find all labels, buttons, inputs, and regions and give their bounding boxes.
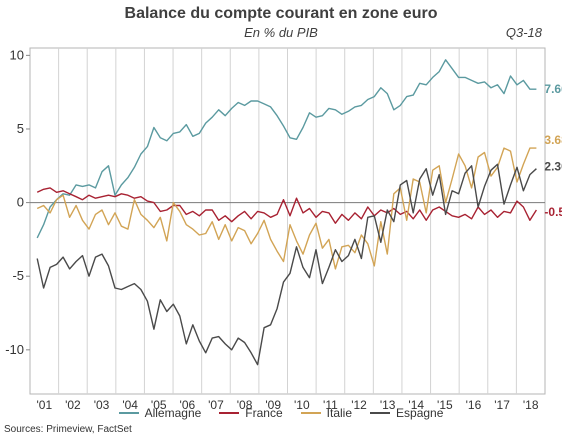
x-tick-label: '04 [122, 398, 138, 412]
legend-item-france: France [219, 406, 283, 420]
chart-legend: Allemagne France Italie Espagne [0, 406, 562, 420]
x-tick-label: '13 [380, 398, 396, 412]
legend-swatch-allemagne [118, 412, 139, 414]
x-tick-label: '02 [65, 398, 81, 412]
x-tick-label: '06 [180, 398, 196, 412]
x-tick-label: '16 [466, 398, 482, 412]
legend-item-espagne: Espagne [370, 406, 443, 420]
legend-label-france: France [245, 406, 283, 420]
y-tick-label: -5 [12, 268, 24, 283]
x-tick-label: '09 [265, 398, 281, 412]
source-note: Sources: Primeview, FactSet [4, 424, 132, 435]
chart-title: Balance du compte courant en zone euro [124, 5, 438, 22]
x-tick-label: '17 [494, 398, 510, 412]
x-tick-label: '10 [294, 398, 310, 412]
y-tick-label: 5 [17, 121, 24, 136]
legend-swatch-france [219, 412, 240, 414]
series-line-espagne [36, 163, 537, 366]
end-label-france: -0.52 [544, 205, 562, 219]
end-label-italie: 3.68 [544, 133, 562, 147]
x-tick-label: '12 [351, 398, 367, 412]
end-label-espagne: 2.30 [544, 160, 562, 174]
y-tick-label: -10 [5, 342, 24, 357]
x-tick-label: '08 [237, 398, 253, 412]
x-tick-label: '14 [408, 398, 424, 412]
chart-subtitle: En % du PIB [244, 25, 318, 40]
series-line-france [36, 187, 537, 224]
legend-swatch-italie [300, 412, 321, 414]
legend-item-italie: Italie [300, 406, 353, 420]
series-line-italie [36, 147, 537, 270]
period-label: Q3-18 [505, 25, 542, 40]
y-tick-label: 10 [10, 47, 24, 62]
legend-label-italie: Italie [326, 406, 353, 420]
x-tick-label: '05 [151, 398, 167, 412]
y-tick-label: 0 [17, 195, 24, 210]
x-tick-label: '07 [208, 398, 224, 412]
x-tick-label: '18 [523, 398, 539, 412]
series-line-allemagne [36, 59, 537, 239]
legend-label-allemagne: Allemagne [144, 406, 202, 420]
legend-label-espagne: Espagne [396, 406, 444, 420]
x-tick-label: '01 [36, 398, 52, 412]
legend-swatch-espagne [370, 412, 391, 414]
x-tick-label: '11 [323, 398, 338, 412]
legend-item-allemagne: Allemagne [118, 406, 202, 420]
end-label-allemagne: 7.66 [544, 82, 562, 96]
x-tick-label: '15 [437, 398, 453, 412]
x-tick-label: '03 [94, 398, 110, 412]
